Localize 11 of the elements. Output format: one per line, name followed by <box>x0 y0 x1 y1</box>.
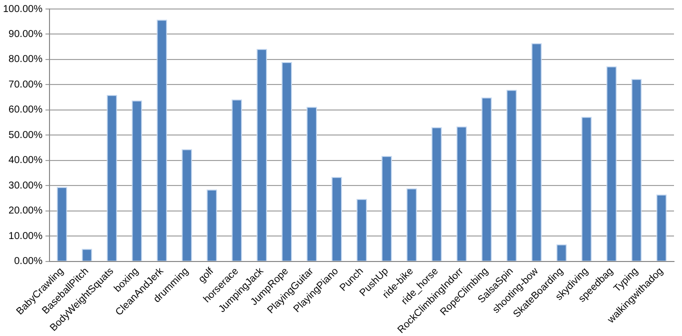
y-tick-label: 10.00% <box>8 230 43 242</box>
y-tick-label: 0.00% <box>14 256 43 268</box>
y-tick-label: 70.00% <box>8 79 43 90</box>
y-tick-label: 80.00% <box>8 54 43 66</box>
y-tick-label: 40.00% <box>8 155 43 166</box>
y-tick-label: 20.00% <box>8 206 43 217</box>
y-tick-label: 50.00% <box>8 130 43 141</box>
y-tick-label: 90.00% <box>8 28 43 40</box>
y-tick-label: 100.00% <box>2 4 43 15</box>
y-tick-label: 60.00% <box>8 104 43 116</box>
y-tick-label: 30.00% <box>8 180 43 192</box>
